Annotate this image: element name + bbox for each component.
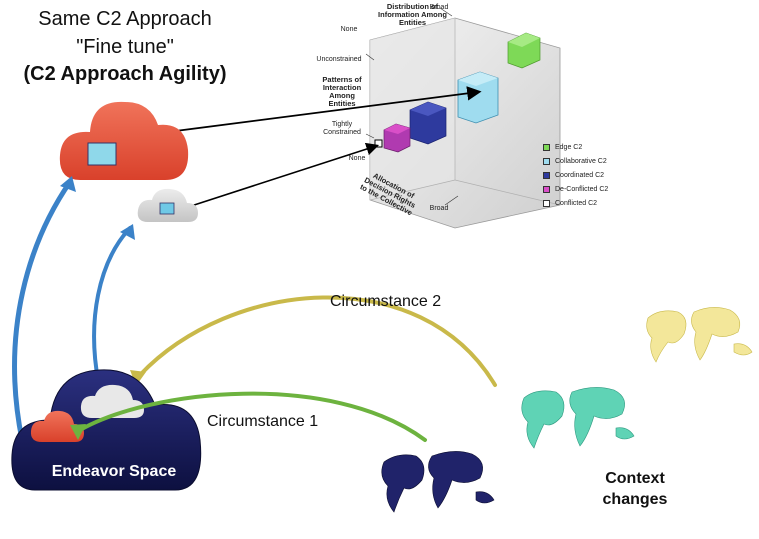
legend-item-conflicted: Conflicted C2 xyxy=(543,196,608,210)
red-cloud-square xyxy=(87,142,117,166)
legend-swatch xyxy=(543,199,550,207)
legend-label: Coordinated C2 xyxy=(555,171,605,179)
world-map-yellow xyxy=(646,307,753,363)
legend-label: Edge C2 xyxy=(555,143,583,151)
title-line-3: (C2 Approach Agility) xyxy=(23,63,227,85)
legend-item-edge: Edge C2 xyxy=(543,140,608,154)
legend-swatch xyxy=(543,171,550,179)
legend-item-deconflicted: De-Conflicted C2 xyxy=(543,182,608,196)
coordinated-c2-box xyxy=(409,101,447,145)
green-arrow xyxy=(78,391,427,442)
legend-swatch xyxy=(543,157,550,165)
world-map-teal xyxy=(521,387,635,449)
endeavor-space-label: Endeavor Space xyxy=(51,463,177,480)
legend-label: De-Conflicted C2 xyxy=(555,185,609,193)
red-cloud xyxy=(59,101,189,180)
tick-broad-bottom: Broad xyxy=(429,205,449,212)
circumstance-2-label: Circumstance 2 xyxy=(330,293,442,310)
tick-none-top: None xyxy=(340,26,358,33)
legend-label: Collaborative C2 xyxy=(555,157,607,165)
title-line-1: Same C2 Approach xyxy=(38,8,212,30)
axis-patterns-label: Patterns of Interaction Among Entities xyxy=(322,75,362,108)
context-line-1: Context xyxy=(605,470,665,487)
conflicted-c2-box xyxy=(374,139,383,148)
tick-tightly-constrained: Tightly Constrained xyxy=(323,121,361,136)
legend: Edge C2 Collaborative C2 Coordinated C2 … xyxy=(543,140,608,210)
tick-none-bottom: None xyxy=(348,155,366,162)
tick-unconstrained: Unconstrained xyxy=(316,56,362,63)
legend-swatch xyxy=(543,185,550,193)
title-line-2: "Fine tune" xyxy=(76,36,174,58)
grey-cloud-small xyxy=(137,188,198,222)
blue-arrow-large xyxy=(12,179,73,443)
context-line-2: changes xyxy=(602,491,668,508)
deconflicted-c2-box xyxy=(383,123,411,153)
arrow-red-to-collaborative xyxy=(159,86,482,134)
legend-item-coordinated: Coordinated C2 xyxy=(543,168,608,182)
yellow-arrow xyxy=(138,295,497,387)
world-map-navy xyxy=(381,451,495,513)
edge-c2-box xyxy=(507,32,541,69)
legend-swatch xyxy=(543,143,550,151)
legend-label: Conflicted C2 xyxy=(555,199,598,207)
arrow-grey-to-conflicted xyxy=(187,142,380,208)
context-changes-label: Context changes xyxy=(580,468,690,510)
blue-arrow-small xyxy=(92,226,132,392)
collaborative-c2-box xyxy=(457,71,499,124)
circumstance-1-label: Circumstance 1 xyxy=(207,413,319,430)
legend-item-collaborative: Collaborative C2 xyxy=(543,154,608,168)
grey-cloud-square xyxy=(159,202,175,215)
tick-broad-top: Broad xyxy=(429,4,449,11)
axis-distribution-label: Distribution of Information Among Entiti… xyxy=(378,2,447,27)
endeavor-space-cloud xyxy=(11,369,202,491)
